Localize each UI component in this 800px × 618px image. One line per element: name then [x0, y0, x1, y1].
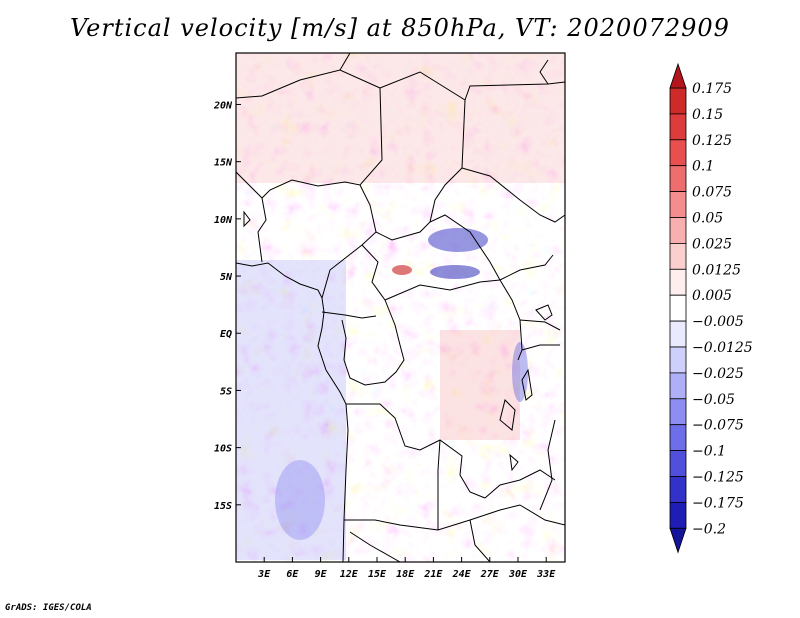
colorbar-label: −0.005: [692, 314, 744, 330]
colorbar-label: 0.15: [692, 107, 723, 123]
lon-tick-label: 9E: [315, 569, 328, 580]
colorbar-bottom-arrow: [669, 527, 687, 554]
lon-tick-label: 24E: [452, 569, 472, 580]
lon-tick-label: 6E: [286, 569, 299, 580]
lon-tick-label: 30E: [508, 569, 528, 580]
lat-tick-label: 10S: [214, 444, 232, 455]
colorbar-label: −0.0125: [692, 340, 753, 356]
colorbar-segment: [669, 165, 687, 192]
lat-tick-label: 10N: [214, 215, 233, 226]
lat-tick-label: 5S: [220, 386, 232, 397]
colorbar-label: −0.1: [692, 444, 726, 460]
lat-tick-label: 15N: [214, 158, 233, 169]
colorbar-label: 0.125: [692, 133, 732, 149]
colorbar: 0.175 0.15 0.125 0.1 0.075 0.05 0.025 0.0125 0.0…: [669, 62, 753, 554]
colorbar-label: 0.005: [692, 288, 732, 304]
colorbar-segment: [669, 242, 687, 270]
lon-tick-label: 21E: [423, 569, 443, 580]
grads-credit: GrADS: IGES/COLA: [5, 603, 92, 613]
velocity-field: [236, 53, 565, 562]
colorbar-segment: [669, 191, 687, 218]
colorbar-segment: [669, 424, 687, 452]
lat-tick-label: 20N: [213, 100, 233, 111]
colorbar-label: −0.075: [692, 418, 744, 434]
colorbar-segment: [669, 501, 687, 529]
colorbar-label: −0.05: [692, 392, 735, 408]
colorbar-segment: [669, 450, 687, 477]
lon-tick-label: 18E: [396, 569, 415, 580]
colorbar-label: 0.025: [692, 236, 732, 252]
colorbar-segment: [669, 398, 687, 426]
colorbar-segment: [669, 320, 687, 348]
country-boundaries: [236, 53, 565, 562]
lon-tick-label: 3E: [257, 569, 271, 580]
colorbar-label: 0.05: [692, 211, 723, 227]
colorbar-segment: [669, 346, 687, 374]
colorbar-segment: [669, 268, 687, 296]
colorbar-label: 0.0125: [692, 262, 741, 278]
latitude-axis: 20N 15N 10N 5N EQ 5S 10S 15S: [213, 100, 241, 512]
colorbar-segment: [669, 217, 687, 244]
colorbar-label: 0.075: [692, 185, 732, 201]
colorbar-label: 0.1: [692, 159, 714, 175]
colorbar-label: −0.025: [692, 366, 744, 382]
lat-tick-label: 15S: [214, 501, 232, 512]
colorbar-label: 0.175: [692, 81, 732, 97]
lat-tick-label: EQ: [220, 329, 232, 340]
lon-tick-label: 27E: [480, 569, 500, 580]
lon-tick-label: 12E: [340, 569, 359, 580]
colorbar-label: −0.2: [692, 521, 726, 537]
lon-tick-label: 15E: [368, 569, 387, 580]
lat-tick-label: 5N: [220, 272, 233, 283]
longitude-axis: 3E 6E 9E 12E 15E 18E 21E 24E 27E 30E 33E: [257, 557, 556, 580]
colorbar-segment: [669, 294, 687, 322]
map-title: Vertical velocity [m/s] at 850hPa, VT: 2…: [70, 14, 730, 42]
colorbar-segment: [669, 113, 687, 141]
colorbar-top-arrow: [669, 62, 687, 89]
colorbar-segment: [669, 139, 687, 167]
map-frame: [235, 52, 566, 563]
lon-tick-label: 33E: [536, 569, 556, 580]
colorbar-segment: [669, 87, 687, 115]
colorbar-label: −0.125: [692, 470, 744, 486]
colorbar-label: −0.175: [692, 495, 744, 511]
colorbar-segment: [669, 372, 687, 400]
colorbar-segment: [669, 476, 687, 503]
